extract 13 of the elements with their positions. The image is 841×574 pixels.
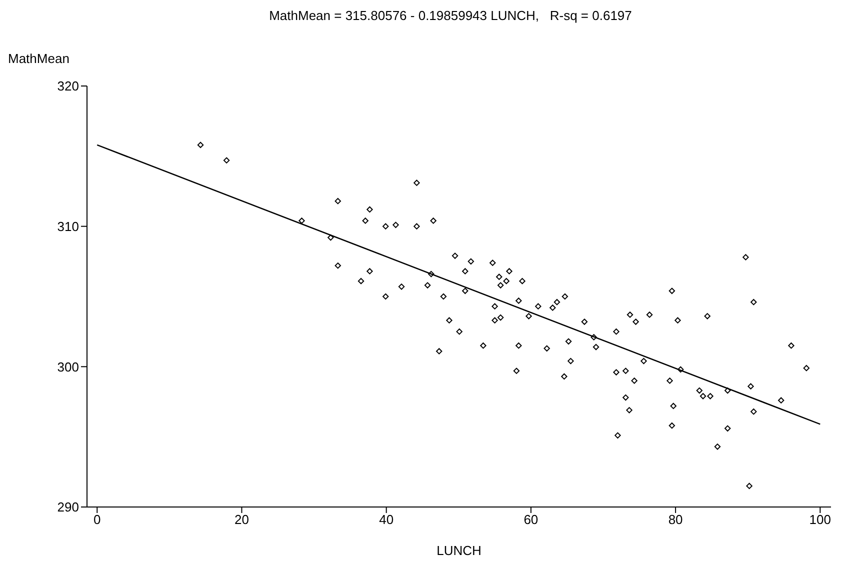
x-tick-label: 100 (809, 512, 832, 528)
chart-title: MathMean = 315.80576 - 0.19859943 LUNCH, R-sq = 0.6197 (268, 8, 633, 23)
y-tick-label: 290 (57, 500, 79, 515)
x-tick-label: 80 (668, 512, 683, 528)
y-tick-label: 320 (57, 78, 79, 94)
y-tick-label: 300 (57, 359, 79, 374)
x-tick-label: 20 (234, 512, 249, 528)
x-tick-label: 40 (379, 512, 394, 528)
y-axis-title: MathMean (8, 51, 70, 66)
x-tick-label: 0 (94, 512, 101, 528)
x-axis-title: LUNCH (436, 543, 482, 558)
y-tick-label: 310 (57, 218, 79, 234)
x-tick-label: 60 (524, 512, 538, 528)
